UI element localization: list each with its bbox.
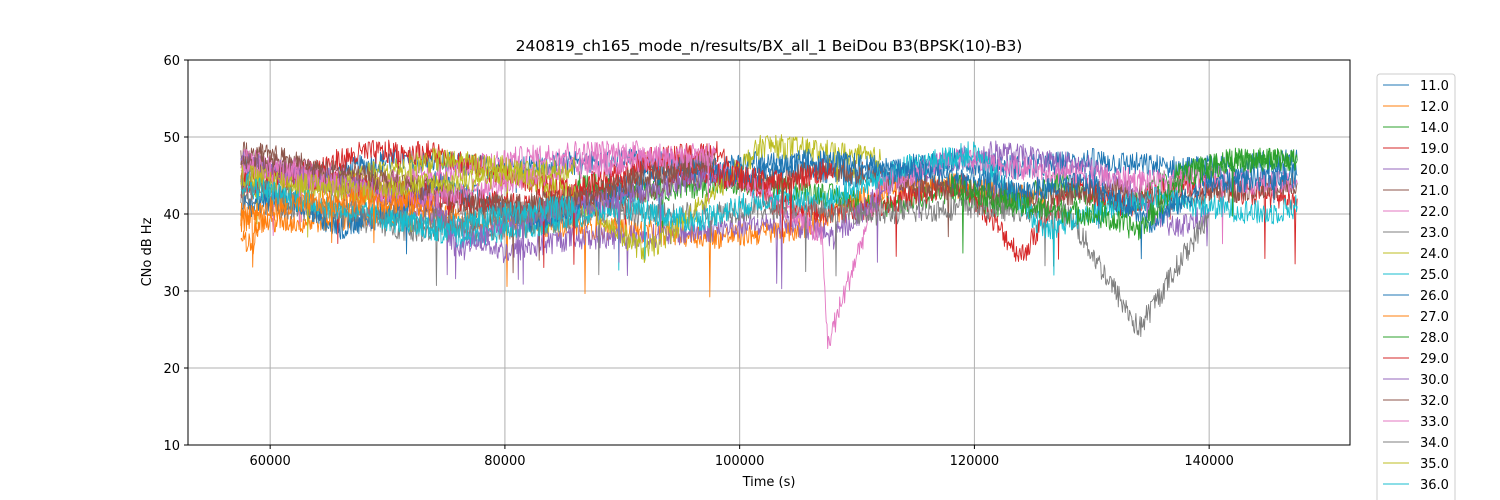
legend-label: 12.0 <box>1420 100 1449 115</box>
legend-label: 27.0 <box>1420 310 1449 325</box>
x-tick-label: 120000 <box>950 454 1000 469</box>
series-line <box>240 221 259 255</box>
legend-label: 33.0 <box>1420 415 1449 430</box>
y-tick-label: 10 <box>163 439 180 454</box>
series-line <box>240 173 576 242</box>
series-line <box>240 157 576 238</box>
legend-label: 25.0 <box>1420 268 1449 283</box>
legend-label: 19.0 <box>1420 142 1449 157</box>
series-line <box>240 134 881 264</box>
legend-label: 20.0 <box>1420 163 1449 178</box>
y-axis-label: CNo dB Hz <box>140 217 155 286</box>
legend-entries: 11.0 12.0 14.0 19.0 20.0 21.0 22.0 23.0 24.0 25.0… <box>1383 79 1449 500</box>
x-tick-label: 80000 <box>484 454 525 469</box>
legend-label: 24.0 <box>1420 247 1449 262</box>
legend-label: 28.0 <box>1420 331 1449 346</box>
series-line <box>387 141 1298 276</box>
y-tick-label: 30 <box>163 285 180 300</box>
x-tick-label: 100000 <box>715 454 765 469</box>
legend-box <box>1376 73 1456 500</box>
x-axis-label: Time (s) <box>742 475 796 490</box>
x-tick-label: 140000 <box>1184 454 1234 469</box>
series-line <box>240 147 717 231</box>
legend-label: 21.0 <box>1420 184 1449 199</box>
plot-frame <box>187 59 1351 446</box>
y-tick-label: 50 <box>163 131 180 146</box>
legend-label: 11.0 <box>1420 79 1449 94</box>
series-lines <box>240 134 1298 350</box>
series-line <box>240 140 1298 350</box>
legend-label: 26.0 <box>1420 289 1449 304</box>
legend-label: 35.0 <box>1420 457 1449 472</box>
legend-label: 14.0 <box>1420 121 1449 136</box>
legend: 11.0 12.0 14.0 19.0 20.0 21.0 22.0 23.0 24.0 25.0… <box>1376 73 1456 500</box>
axis-ticks: 60000 80000 100000 120000 140000 10 20 30 40 50 60 <box>163 54 1234 469</box>
y-tick-label: 60 <box>163 54 180 69</box>
legend-label: 23.0 <box>1420 226 1449 241</box>
legend-label: 32.0 <box>1420 394 1449 409</box>
series-line <box>240 186 435 244</box>
legend-label: 34.0 <box>1420 436 1449 451</box>
y-tick-label: 20 <box>163 362 180 377</box>
chart-title: 240819_ch165_mode_n/results/BX_all_1 Bei… <box>516 37 1023 56</box>
x-tick-label: 60000 <box>249 454 290 469</box>
series-line <box>950 147 1298 254</box>
legend-label: 29.0 <box>1420 352 1449 367</box>
y-tick-label: 40 <box>163 208 180 223</box>
legend-label: 36.0 <box>1420 478 1449 493</box>
legend-label: 30.0 <box>1420 373 1449 388</box>
legend-label: 22.0 <box>1420 205 1449 220</box>
